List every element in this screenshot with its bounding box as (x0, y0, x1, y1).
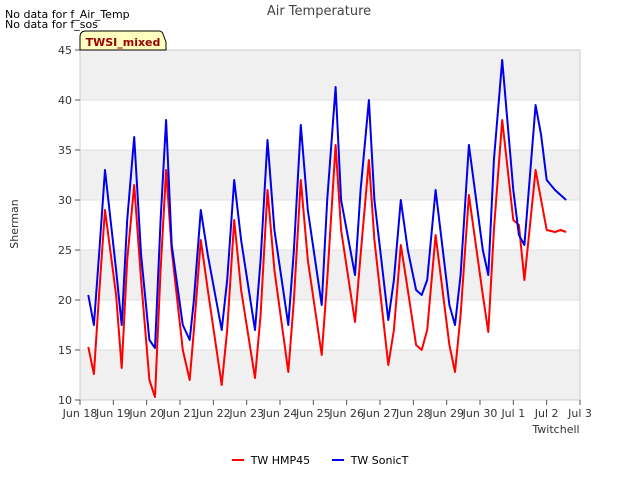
x-tick-label: Jun 18 (62, 407, 98, 420)
x-tick-label: Jun 22 (195, 407, 231, 420)
series-lines (87, 59, 567, 398)
y-tick-label: 45 (58, 44, 72, 57)
grid-band (80, 250, 580, 300)
x-axis-label: Twitchell (531, 423, 579, 436)
grid-band (80, 50, 580, 100)
y-tick-label: 10 (58, 394, 72, 407)
legend-label-hmp45: TW HMP45 (250, 454, 311, 467)
station-badge: TWSI_mixed (79, 30, 167, 51)
x-tick-label: Jun 26 (328, 407, 364, 420)
y-axis: 10 15 20 25 30 35 40 45 (58, 44, 80, 407)
x-tick-label: Jun 19 (95, 407, 131, 420)
legend-swatch-sonict (331, 459, 344, 461)
x-tick-label: Jul 1 (500, 407, 525, 420)
x-tick-label: Jul 2 (534, 407, 559, 420)
grid-band (80, 350, 580, 400)
no-data-note-sos: No data for f_sos (5, 18, 98, 31)
plot-border (79, 49, 581, 401)
y-tick-label: 25 (58, 244, 72, 257)
y-tick-label: 15 (58, 344, 72, 357)
y-tick-label: 40 (58, 94, 72, 107)
x-tick-label: Jun 21 (162, 407, 198, 420)
x-tick-label: Jul 3 (567, 407, 592, 420)
x-tick-label: Jun 25 (295, 407, 331, 420)
y-tick-label: 30 (58, 194, 72, 207)
legend: TW HMP45 TW SonicT (0, 454, 640, 467)
y-tick-label: 20 (58, 294, 72, 307)
series-line-sonict (87, 59, 567, 349)
x-tick-label: Jun 23 (228, 407, 264, 420)
no-data-note-air-temp: No data for f_Air_Temp (5, 8, 130, 21)
station-badge-label: TWSI_mixed (86, 36, 161, 49)
x-tick-label: Jun 24 (262, 407, 298, 420)
legend-item-sonict: TW SonicT (331, 454, 409, 467)
y-tick-label: 35 (58, 144, 72, 157)
chart-title: Air Temperature (267, 4, 371, 19)
x-tick-label: Jun 29 (428, 407, 464, 420)
legend-swatch-hmp45 (231, 459, 244, 461)
x-tick-label: Jun 20 (128, 407, 164, 420)
x-tick-label: Jun 28 (395, 407, 431, 420)
x-tick-label: Jun 27 (362, 407, 398, 420)
x-tick-label: Jun 30 (462, 407, 498, 420)
legend-label-sonict: TW SonicT (350, 454, 409, 467)
series-line-hmp45 (87, 119, 567, 398)
legend-item-hmp45: TW HMP45 (231, 454, 311, 467)
y-axis-label: Sherman (8, 199, 21, 249)
